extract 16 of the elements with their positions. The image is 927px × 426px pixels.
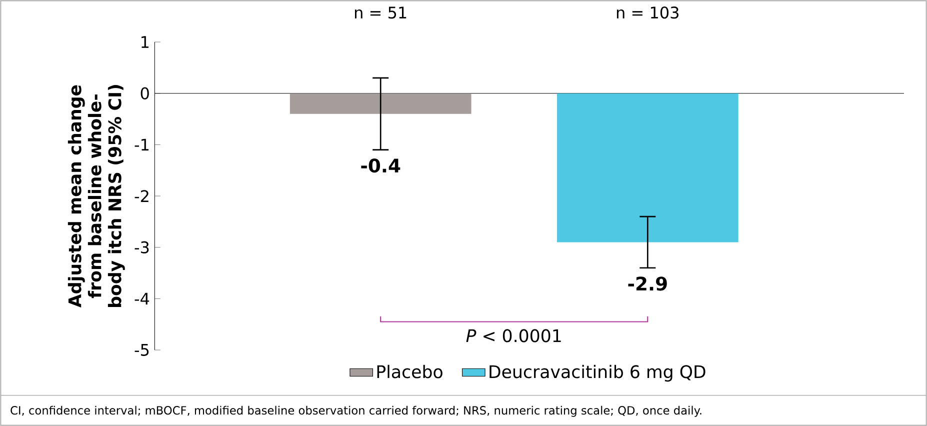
- text: n = 51: [355, 6, 406, 19]
- y-tick-label: 1: [142, 36, 148, 48]
- annotation: P < 0.0001: [466, 329, 561, 342]
- y-tick-label: -1: [134, 138, 148, 150]
- y-tick-label: -4: [134, 292, 150, 304]
- data-label: -2.9: [628, 276, 667, 291]
- legend-label: Deucravacitinib 6 mg QD: [490, 364, 706, 382]
- y-axis-title: Adjusted mean change from baseline whole-body itch NRS (95% CI): [68, 85, 125, 308]
- y-tick-label: -3: [134, 241, 149, 254]
- y-tick-label: 0: [140, 87, 149, 100]
- y-tick-label: -5: [134, 344, 149, 356]
- legend-label: Placebo: [377, 364, 442, 378]
- y-tick-label: -2: [134, 190, 148, 202]
- text: n = 103: [616, 6, 678, 19]
- data-label: -0.4: [361, 158, 400, 173]
- text: CI, confidence interval; mBOCF, modified baseline observation carried forward; NRS, numeric rating scale; QD, once daily.: [10, 406, 702, 417]
